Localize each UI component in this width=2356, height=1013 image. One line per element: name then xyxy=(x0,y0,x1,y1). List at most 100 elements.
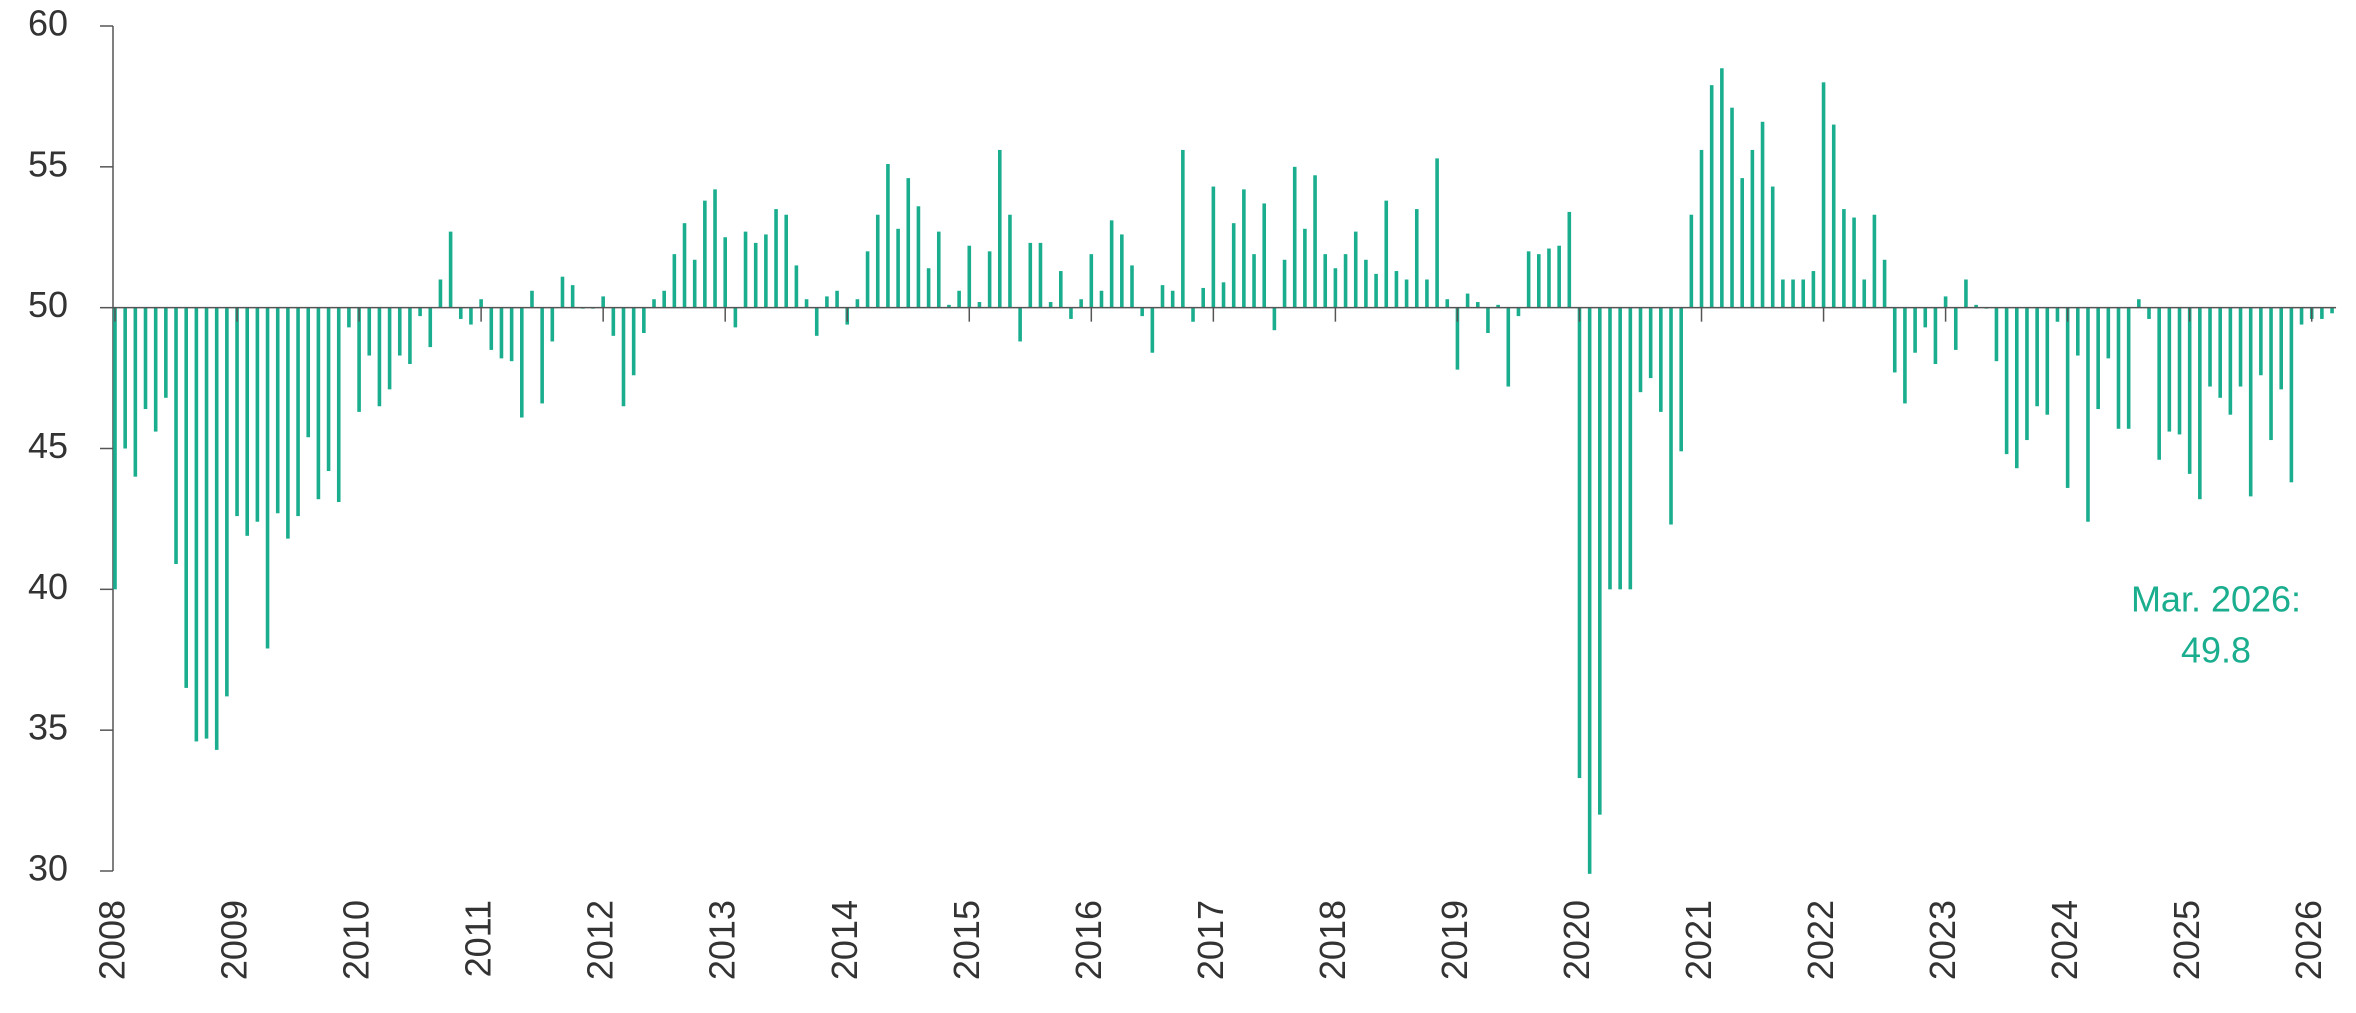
bar xyxy=(1679,307,1683,452)
bar xyxy=(1892,307,1897,373)
bar xyxy=(2248,307,2253,497)
bar xyxy=(469,307,473,325)
x-tick-label: 2023 xyxy=(1922,900,1963,980)
bar xyxy=(2208,307,2212,387)
bar xyxy=(2330,307,2334,314)
bar xyxy=(1882,259,1887,308)
bar xyxy=(1608,307,1612,590)
bar xyxy=(814,307,819,336)
bar xyxy=(875,214,880,308)
bar xyxy=(1709,85,1714,308)
bar xyxy=(2320,307,2324,319)
bar xyxy=(804,299,809,308)
bar xyxy=(2106,307,2111,359)
bar xyxy=(764,234,768,308)
bar xyxy=(1872,214,1877,308)
bar xyxy=(1994,307,1999,362)
bar xyxy=(1252,254,1256,308)
bar xyxy=(296,307,300,517)
x-tick-label: 2016 xyxy=(1068,900,1109,980)
bar xyxy=(570,285,575,308)
bar xyxy=(2014,307,2019,469)
bar xyxy=(601,296,605,308)
bar xyxy=(367,307,372,356)
x-tick-label: 2019 xyxy=(1434,900,1475,980)
bar xyxy=(1313,175,1317,308)
bar xyxy=(1943,296,1948,308)
bar xyxy=(1923,307,1928,328)
bar xyxy=(855,299,860,308)
bar xyxy=(1465,293,1470,308)
bar xyxy=(1587,307,1592,874)
bar xyxy=(2279,307,2284,390)
bar xyxy=(1577,307,1582,779)
bar xyxy=(2299,307,2304,325)
bar xyxy=(265,307,270,649)
y-tick-label: 35 xyxy=(28,707,68,748)
bar xyxy=(235,307,239,517)
bar xyxy=(2198,307,2202,500)
bar xyxy=(936,231,941,308)
x-tick-label: 2010 xyxy=(336,900,377,980)
bar xyxy=(896,228,900,308)
bar xyxy=(1852,217,1856,308)
bar xyxy=(387,307,392,390)
bar xyxy=(1201,287,1205,308)
bar xyxy=(1628,307,1633,590)
x-tick-label: 2009 xyxy=(214,900,255,980)
bar xyxy=(2269,307,2273,441)
bar xyxy=(1120,234,1124,308)
bar xyxy=(1648,307,1653,379)
bar xyxy=(1059,271,1063,308)
bar xyxy=(1750,149,1755,308)
bar xyxy=(2137,299,2141,308)
bar xyxy=(438,279,443,308)
bar xyxy=(733,307,738,328)
bar xyxy=(520,307,524,418)
y-tick-label: 45 xyxy=(28,425,68,466)
bar xyxy=(2238,307,2243,387)
bar xyxy=(1343,254,1348,308)
bar xyxy=(2228,307,2233,415)
bar xyxy=(1079,299,1083,308)
bar xyxy=(947,304,951,308)
bar xyxy=(1537,254,1541,308)
bar xyxy=(164,307,168,398)
bar xyxy=(530,290,534,308)
bar xyxy=(926,268,931,308)
bar xyxy=(1303,228,1307,308)
bar xyxy=(1038,242,1043,308)
bar xyxy=(774,209,778,308)
bar xyxy=(784,214,789,308)
bar xyxy=(713,189,717,308)
bar xyxy=(825,296,829,308)
bar xyxy=(1974,304,1978,308)
bar xyxy=(540,307,544,404)
bar xyxy=(662,290,666,308)
bar xyxy=(306,307,311,438)
bar xyxy=(1913,307,1917,353)
bar xyxy=(458,307,463,319)
bar xyxy=(2116,307,2121,429)
x-tick-label: 2025 xyxy=(2166,900,2207,980)
bar xyxy=(1475,302,1480,308)
bar xyxy=(275,307,280,514)
bar xyxy=(1191,307,1195,322)
bar xyxy=(397,307,402,356)
bar xyxy=(611,307,616,336)
bar xyxy=(2218,307,2222,398)
bar xyxy=(428,307,433,348)
bar xyxy=(1953,307,1958,350)
bar xyxy=(682,223,687,308)
bar xyxy=(377,307,382,407)
bar xyxy=(987,251,992,308)
bar xyxy=(143,307,148,410)
bar xyxy=(2065,307,2070,488)
bar xyxy=(1140,307,1144,317)
bar xyxy=(1618,307,1622,590)
bar xyxy=(1689,214,1694,308)
y-tick-label: 50 xyxy=(28,284,68,325)
bar xyxy=(1659,307,1663,412)
bar xyxy=(1018,307,1022,342)
bar xyxy=(225,307,229,697)
